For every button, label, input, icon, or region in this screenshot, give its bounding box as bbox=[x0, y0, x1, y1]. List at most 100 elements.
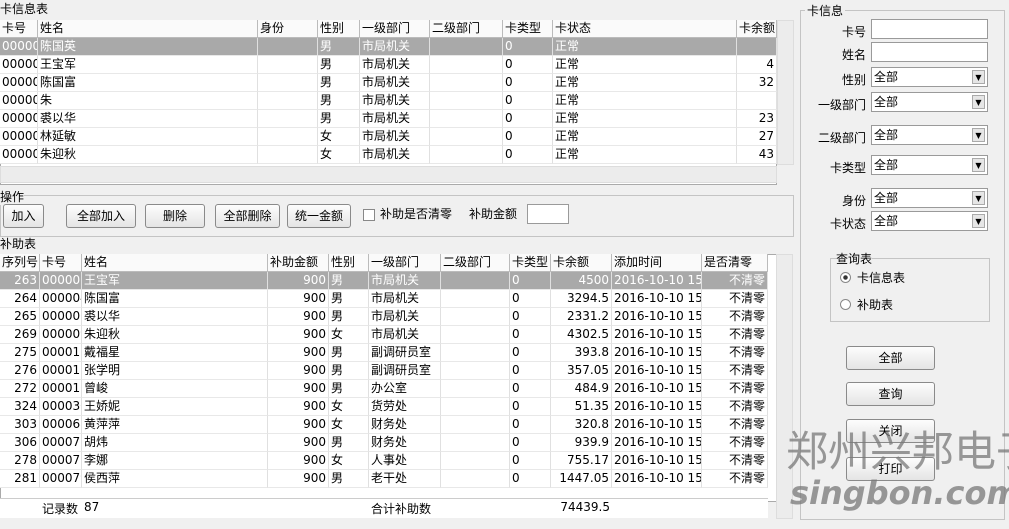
table-cell[interactable]: 王宝军 bbox=[38, 56, 258, 74]
table-cell[interactable]: 0 bbox=[510, 470, 551, 488]
text-input[interactable] bbox=[871, 19, 988, 39]
table-cell[interactable]: 2016-10-10 15:37 bbox=[612, 434, 702, 452]
table-cell[interactable] bbox=[258, 74, 318, 92]
table-cell[interactable]: 女 bbox=[318, 146, 360, 164]
table-cell[interactable]: 0 bbox=[510, 434, 551, 452]
table-cell[interactable]: 侯西萍 bbox=[82, 470, 268, 488]
table-cell[interactable]: 财务处 bbox=[369, 416, 441, 434]
table-cell[interactable]: 43 bbox=[737, 146, 777, 164]
table-cell[interactable] bbox=[258, 92, 318, 110]
table-cell[interactable]: 不清零 bbox=[702, 290, 768, 308]
button[interactable]: 加入 bbox=[3, 204, 44, 228]
table-cell[interactable] bbox=[430, 38, 503, 56]
table-cell[interactable]: 不清零 bbox=[702, 452, 768, 470]
table-cell[interactable]: 2016-10-10 15:31 bbox=[612, 380, 702, 398]
table-cell[interactable]: 市局机关 bbox=[369, 326, 441, 344]
table-cell[interactable] bbox=[737, 92, 777, 110]
table-cell[interactable]: 357.05 bbox=[551, 362, 612, 380]
table-cell[interactable] bbox=[430, 110, 503, 128]
table-cell[interactable] bbox=[258, 146, 318, 164]
table-cell[interactable]: 男 bbox=[329, 308, 369, 326]
table-cell[interactable]: 副调研员室 bbox=[369, 344, 441, 362]
table-cell[interactable]: 市局机关 bbox=[360, 110, 430, 128]
table-cell[interactable]: 2016-10-10 15:32 bbox=[612, 344, 702, 362]
table-cell[interactable]: 000071 bbox=[40, 434, 82, 452]
table-cell[interactable]: 0 bbox=[510, 344, 551, 362]
table-cell[interactable]: 不清零 bbox=[702, 326, 768, 344]
column-header[interactable]: 补助金额 bbox=[268, 254, 329, 272]
table-cell[interactable] bbox=[441, 308, 510, 326]
table-cell[interactable] bbox=[258, 110, 318, 128]
button[interactable]: 关闭 bbox=[846, 419, 935, 443]
table-cell[interactable] bbox=[441, 344, 510, 362]
column-header[interactable]: 卡号 bbox=[0, 20, 38, 38]
table-cell[interactable]: 0 bbox=[510, 362, 551, 380]
table-cell[interactable]: 000004 bbox=[40, 290, 82, 308]
column-header[interactable]: 姓名 bbox=[82, 254, 268, 272]
table-cell[interactable]: 900 bbox=[268, 434, 329, 452]
table-cell[interactable]: 朱迎秋 bbox=[82, 326, 268, 344]
button[interactable]: 全部 bbox=[846, 346, 935, 370]
table-cell[interactable]: 市局机关 bbox=[360, 56, 430, 74]
table-cell[interactable]: 900 bbox=[268, 308, 329, 326]
table-cell[interactable]: 27 bbox=[737, 128, 777, 146]
table-cell[interactable]: 900 bbox=[268, 416, 329, 434]
column-header[interactable]: 二级部门 bbox=[430, 20, 503, 38]
table-cell[interactable] bbox=[441, 470, 510, 488]
table-cell[interactable] bbox=[441, 398, 510, 416]
table-cell[interactable]: 市局机关 bbox=[360, 74, 430, 92]
table-cell[interactable]: 000004 bbox=[0, 74, 38, 92]
table-cell[interactable]: 女 bbox=[329, 398, 369, 416]
table-cell[interactable]: 男 bbox=[318, 92, 360, 110]
table-cell[interactable]: 265 bbox=[0, 308, 40, 326]
button[interactable]: 全部删除 bbox=[215, 204, 280, 228]
table-cell[interactable]: 黄萍萍 bbox=[82, 416, 268, 434]
select[interactable]: 全部 ▼ bbox=[871, 188, 988, 208]
table-cell[interactable]: 曾峻 bbox=[82, 380, 268, 398]
table-cell[interactable]: 0 bbox=[510, 452, 551, 470]
table-cell[interactable]: 000016 bbox=[40, 380, 82, 398]
table-cell[interactable]: 市局机关 bbox=[360, 38, 430, 56]
text-input[interactable] bbox=[871, 42, 988, 62]
table-cell[interactable]: 0 bbox=[503, 56, 553, 74]
table-cell[interactable]: 陈国英 bbox=[38, 38, 258, 56]
table-cell[interactable]: 276 bbox=[0, 362, 40, 380]
table-cell[interactable] bbox=[737, 38, 777, 56]
table-cell[interactable]: 财务处 bbox=[369, 434, 441, 452]
table-cell[interactable]: 2331.2 bbox=[551, 308, 612, 326]
table-cell[interactable]: 900 bbox=[268, 272, 329, 290]
table-cell[interactable]: 000003 bbox=[0, 56, 38, 74]
table-cell[interactable]: 484.9 bbox=[551, 380, 612, 398]
table-cell[interactable]: 正常 bbox=[553, 74, 737, 92]
table-cell[interactable]: 不清零 bbox=[702, 470, 768, 488]
button[interactable]: 删除 bbox=[145, 204, 205, 228]
table-cell[interactable]: 51.35 bbox=[551, 398, 612, 416]
select[interactable]: 全部 ▼ bbox=[871, 125, 988, 145]
table-cell[interactable]: 000006 bbox=[0, 110, 38, 128]
column-header[interactable]: 卡类型 bbox=[503, 20, 553, 38]
table-cell[interactable]: 正常 bbox=[553, 92, 737, 110]
table-cell[interactable]: 不清零 bbox=[702, 434, 768, 452]
table-cell[interactable] bbox=[430, 74, 503, 92]
column-header[interactable]: 姓名 bbox=[38, 20, 258, 38]
column-header[interactable]: 是否清零 bbox=[702, 254, 768, 272]
table-cell[interactable]: 老干处 bbox=[369, 470, 441, 488]
column-header[interactable]: 二级部门 bbox=[441, 254, 510, 272]
table-cell[interactable]: 不清零 bbox=[702, 398, 768, 416]
column-header[interactable]: 卡状态 bbox=[553, 20, 737, 38]
table-cell[interactable]: 281 bbox=[0, 470, 40, 488]
button[interactable]: 打印 bbox=[846, 457, 935, 481]
column-header[interactable]: 卡号 bbox=[40, 254, 82, 272]
table-cell[interactable]: 000003 bbox=[40, 272, 82, 290]
table-cell[interactable]: 000008 bbox=[0, 128, 38, 146]
table-cell[interactable]: 市局机关 bbox=[369, 308, 441, 326]
table-cell[interactable] bbox=[430, 128, 503, 146]
table-cell[interactable]: 278 bbox=[0, 452, 40, 470]
column-header[interactable]: 卡余额 bbox=[737, 20, 777, 38]
table-cell[interactable]: 0 bbox=[503, 92, 553, 110]
radio[interactable] bbox=[840, 299, 851, 310]
table-cell[interactable]: 269 bbox=[0, 326, 40, 344]
select[interactable]: 全部 ▼ bbox=[871, 92, 988, 112]
table-cell[interactable]: 裘以华 bbox=[38, 110, 258, 128]
table-cell[interactable]: 胡炜 bbox=[82, 434, 268, 452]
